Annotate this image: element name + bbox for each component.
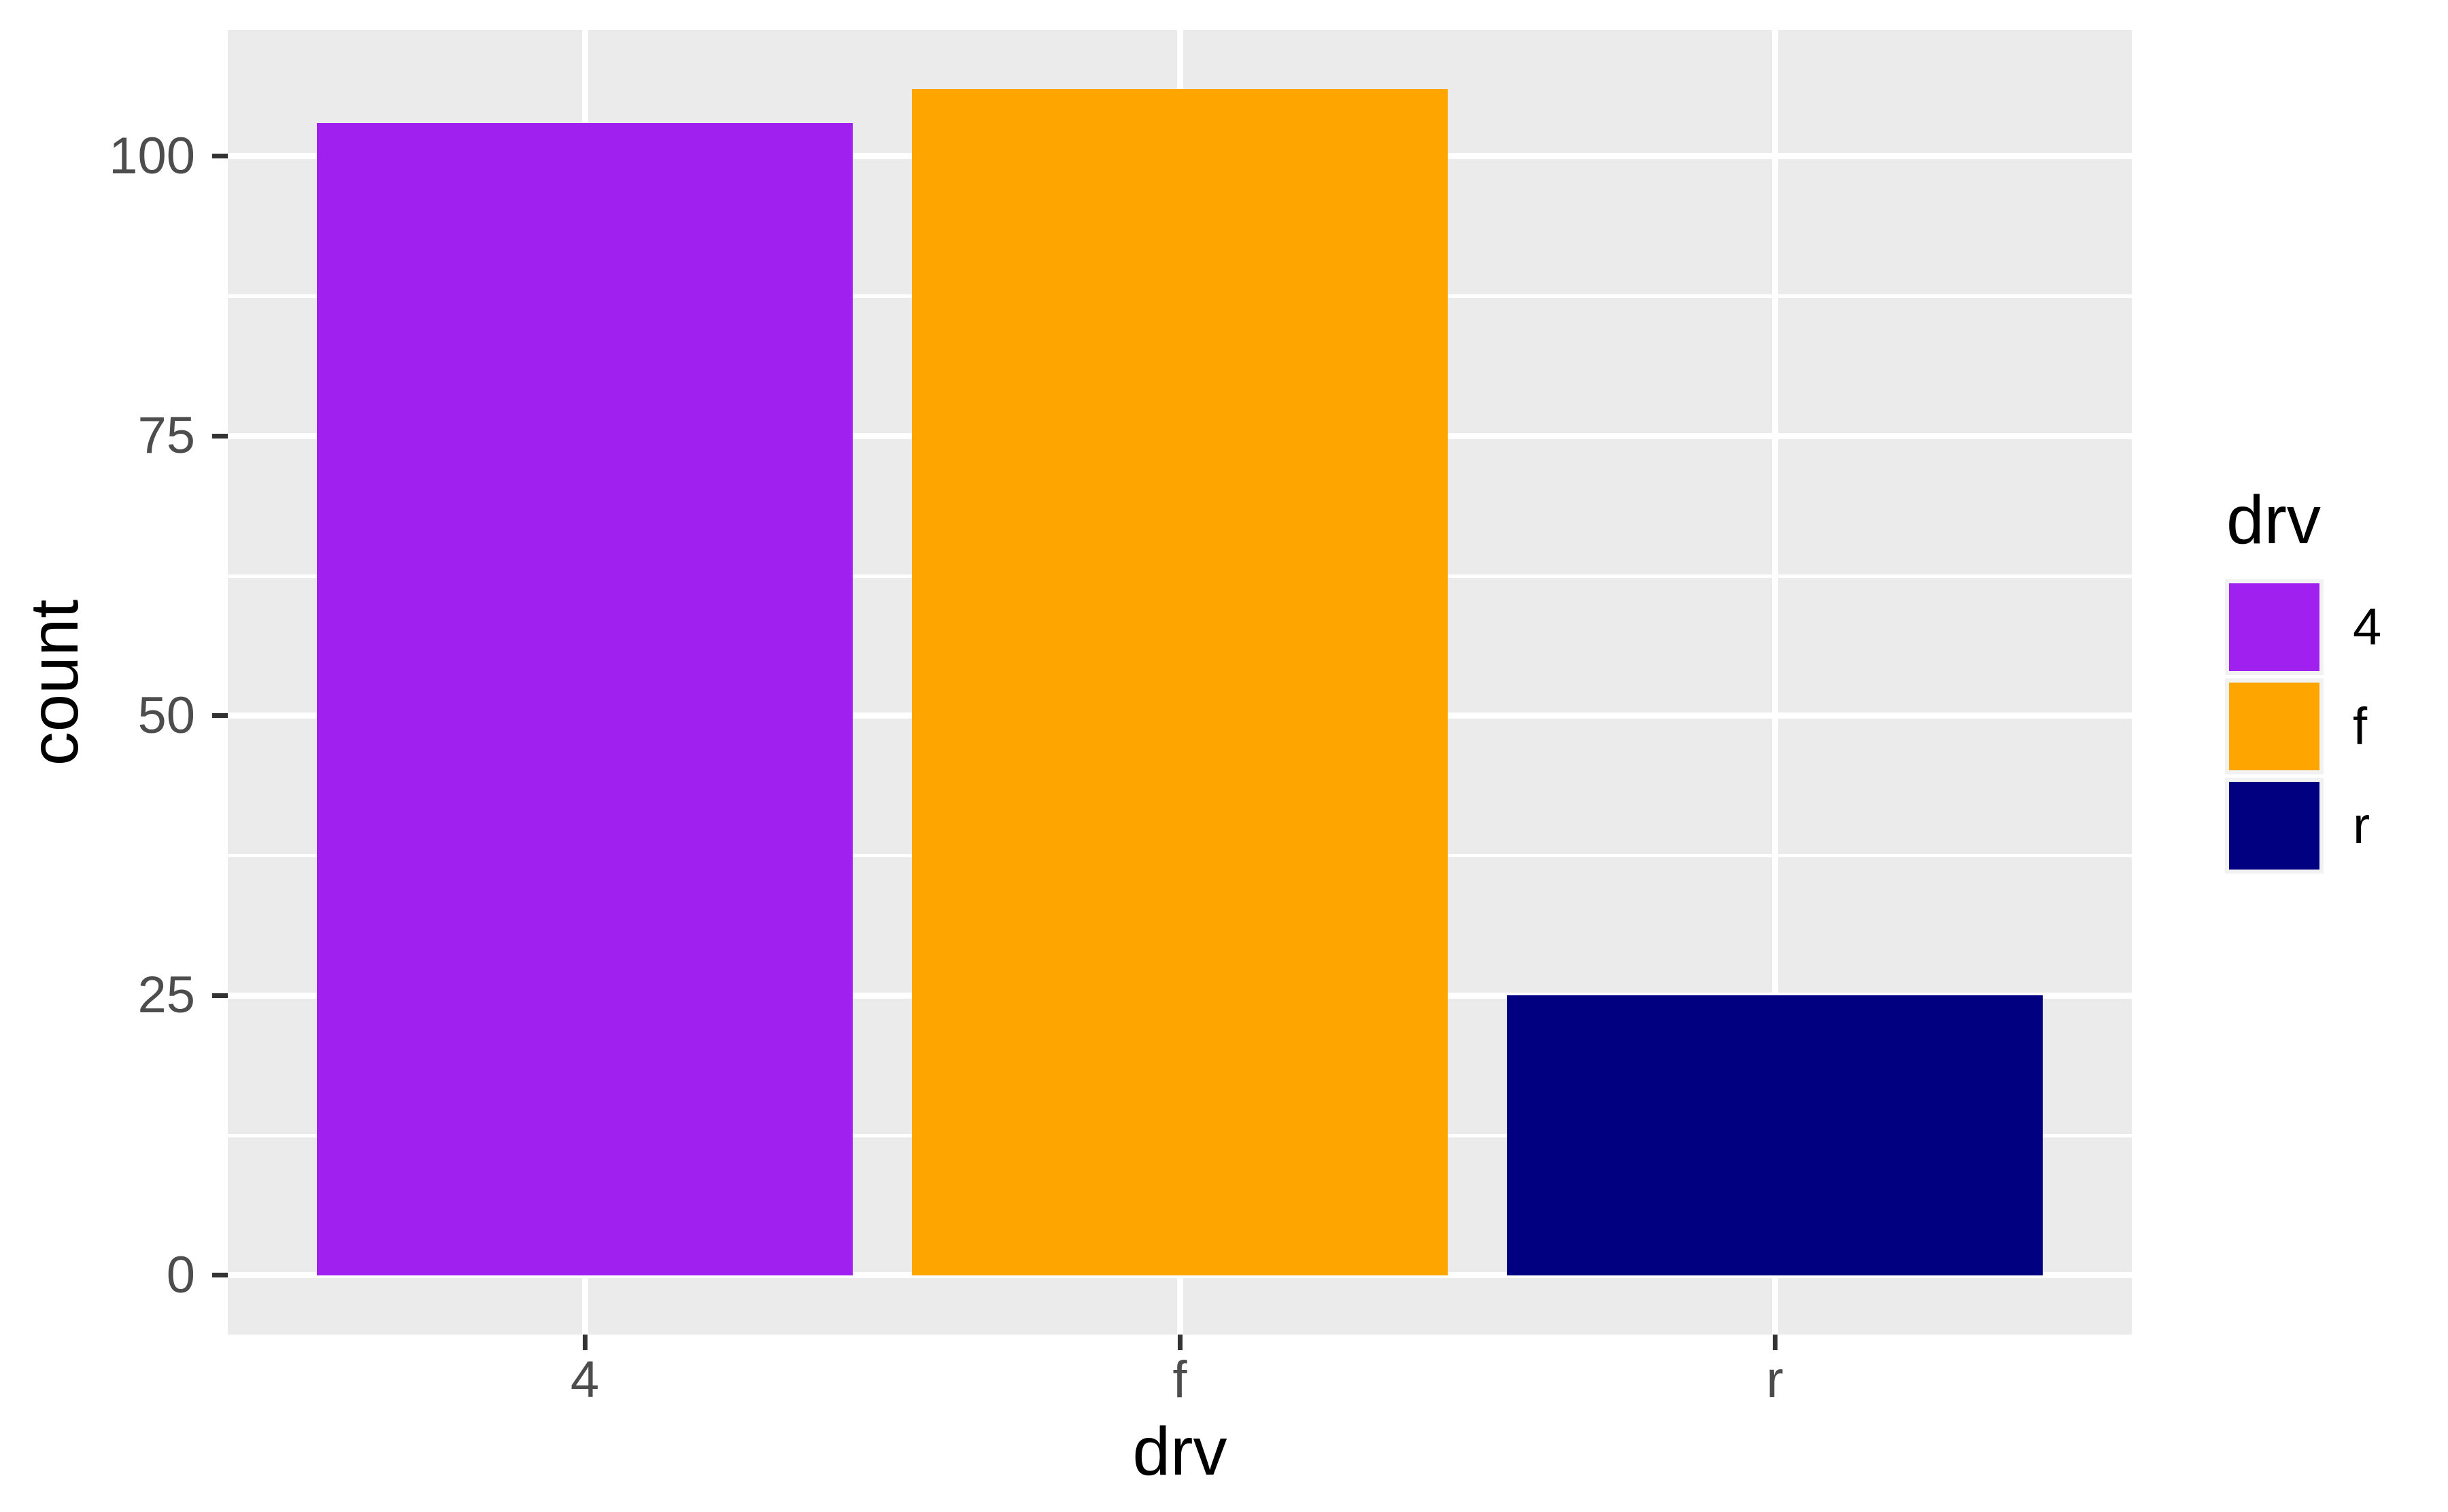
y-axis-tick [212, 713, 228, 719]
legend-key-f [2225, 678, 2324, 774]
y-axis-tick-label: 0 [166, 1245, 195, 1304]
x-axis-tick [1177, 1335, 1183, 1350]
x-axis-title: drv [1132, 1413, 1227, 1490]
legend-key-r [2225, 778, 2324, 874]
bar-f [912, 89, 1448, 1275]
x-axis-tick-label: 4 [570, 1351, 600, 1409]
legend-swatch-4 [2229, 583, 2319, 671]
y-axis-tick [212, 154, 228, 159]
legend-label-r: r [2353, 797, 2370, 855]
plot-panel [228, 30, 2132, 1335]
legend-swatch-f [2229, 683, 2319, 770]
y-axis-tick-label: 50 [137, 686, 195, 744]
y-axis-tick [212, 433, 228, 439]
bar-4 [317, 122, 853, 1275]
legend-label-4: 4 [2353, 598, 2382, 656]
y-axis-title: count [16, 599, 92, 766]
bar-r [1507, 995, 2043, 1275]
y-axis-tick-label: 75 [137, 407, 195, 465]
y-axis-tick-label: 100 [109, 126, 195, 185]
x-axis-tick [1772, 1335, 1778, 1350]
y-axis-tick [212, 1273, 228, 1278]
legend-title: drv [2226, 482, 2321, 558]
x-axis-tick-label: f [1172, 1351, 1187, 1409]
y-axis-tick-label: 25 [137, 966, 195, 1025]
y-axis-tick [212, 993, 228, 998]
legend-label-f: f [2353, 698, 2368, 755]
x-axis-tick [582, 1335, 588, 1350]
legend-swatch-r [2229, 782, 2319, 870]
x-axis-tick-label: r [1766, 1351, 1784, 1409]
legend-key-4 [2225, 579, 2324, 675]
gridline-major-vertical [1771, 30, 1778, 1335]
